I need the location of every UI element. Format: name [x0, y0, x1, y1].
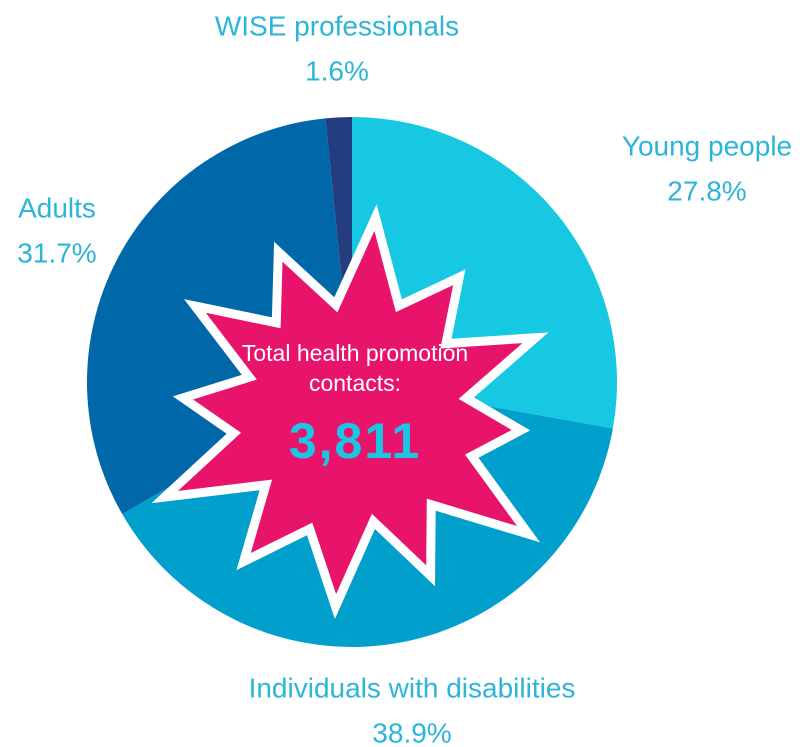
slice-value-label: 31.7%: [17, 237, 96, 268]
center-annotation: Total health promotion contacts:: [241, 340, 469, 396]
slice-label: Adults: [18, 192, 96, 223]
slice-label: Young people: [622, 130, 792, 161]
slice-label: WISE professionals: [215, 10, 459, 41]
starburst: [177, 230, 523, 595]
slice-value-label: 27.8%: [667, 175, 746, 206]
center-total: 3,811: [288, 413, 422, 469]
slice-value-label: 1.6%: [305, 55, 369, 86]
slice-label: Individuals with disabilities: [249, 672, 576, 703]
slice-value-label: 38.9%: [372, 717, 451, 747]
